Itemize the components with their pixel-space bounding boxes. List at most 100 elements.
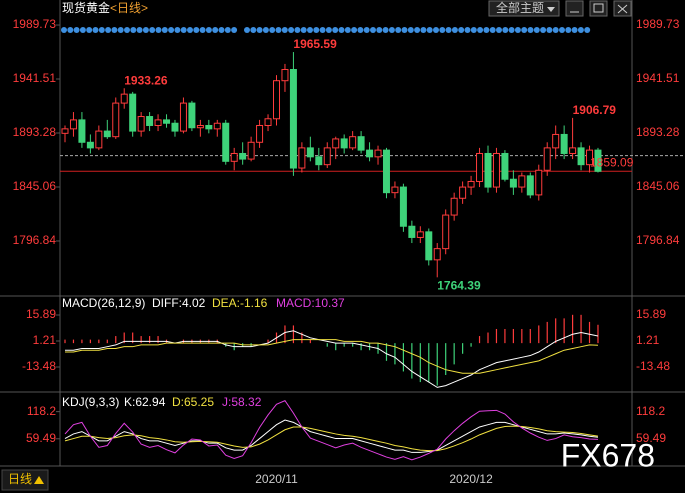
event-marker [130,27,137,33]
period-tab-label: 日线 [8,472,32,486]
event-marker [231,27,238,33]
candle-body [349,136,357,149]
indicator-label: DIFF:4.02 [152,296,206,310]
chart-title: 现货黄金 [62,0,110,15]
event-marker [61,27,67,33]
event-marker [489,27,496,33]
candle-body [535,169,543,196]
event-marker [445,27,452,33]
event-marker [136,27,143,33]
event-marker [86,27,93,33]
tab-icon [34,476,44,484]
y-tick-label: 1893.28 [636,125,680,139]
candle-body [518,175,526,188]
maximize-button[interactable] [589,0,608,17]
candle-body [230,152,238,162]
event-marker [174,27,181,33]
event-marker [577,27,584,33]
candle-body [442,214,450,250]
candle-body [399,186,407,227]
watermark: FX678 [561,437,655,473]
y-tick-label: 1941.51 [636,71,680,85]
y-tick-label: -13.48 [636,359,670,373]
event-marker [546,27,553,33]
theme-button[interactable] [488,0,560,17]
minimize-button[interactable] [565,0,584,17]
indicator-label: DEA:-1.16 [212,296,268,310]
candle-body [459,186,467,199]
candle-body [467,180,475,188]
candle-body [95,130,103,149]
candle-body [509,178,517,188]
indicator-label: J:58.32 [222,395,262,409]
candle-body [450,197,458,216]
candle-body [306,147,314,158]
y-tick-label: 15.89 [26,307,56,321]
indicator-label: MACD(26,12,9) [62,296,145,310]
candle-body [501,152,509,180]
y-tick-label: 1893.28 [13,125,57,139]
event-marker [105,27,112,33]
event-marker [92,27,99,33]
event-marker [250,27,257,33]
event-marker [73,27,80,33]
candle-body [586,149,594,166]
candle-body [560,133,568,154]
candle-body [552,133,560,149]
event-marker [98,27,105,33]
event-marker [256,27,263,33]
event-marker [502,27,509,33]
candle-body [213,122,221,130]
candle-body [289,69,297,169]
event-marker [344,27,351,33]
candle-body [391,186,399,194]
event-marker [319,27,326,33]
event-marker [111,27,118,33]
event-marker [559,27,565,33]
candle-body [137,116,145,132]
maximize-icon [593,3,604,13]
event-marker [117,27,124,33]
event-marker [540,27,547,33]
event-marker [180,27,187,33]
candle-body [357,136,365,151]
candle-body [382,149,390,194]
candle-body [163,119,171,124]
candle-body [594,149,602,172]
indicator-label: K:62.94 [124,395,166,409]
event-marker [533,27,540,33]
candle-body [264,118,272,126]
event-marker [426,27,433,33]
period-tab[interactable] [1,469,49,491]
y-tick-label: 15.89 [636,307,666,321]
candle-body [484,152,492,188]
event-marker [205,27,212,33]
event-marker [275,27,282,33]
period: <日线> [110,1,148,15]
candle-body [408,225,416,238]
candle-body [179,102,187,132]
candle-body [332,138,340,149]
event-marker [565,27,572,33]
event-marker [294,27,301,33]
event-marker [67,27,74,33]
y-tick-label: 59.49 [26,431,56,445]
candle-body [374,149,382,158]
event-marker [496,27,502,33]
candle-body [61,128,69,134]
candle-body [366,149,374,158]
event-marker [514,27,521,33]
event-marker [244,27,250,33]
event-marker [571,27,578,33]
event-marker [584,27,591,33]
event-marker [382,27,389,33]
event-marker [470,27,477,33]
y-tick-label: 1.21 [33,333,57,347]
y-tick-label: 1941.51 [13,71,57,85]
event-marker [483,27,490,33]
event-marker [521,27,528,33]
event-marker [313,27,320,33]
y-tick-label: 1796.84 [13,233,57,247]
